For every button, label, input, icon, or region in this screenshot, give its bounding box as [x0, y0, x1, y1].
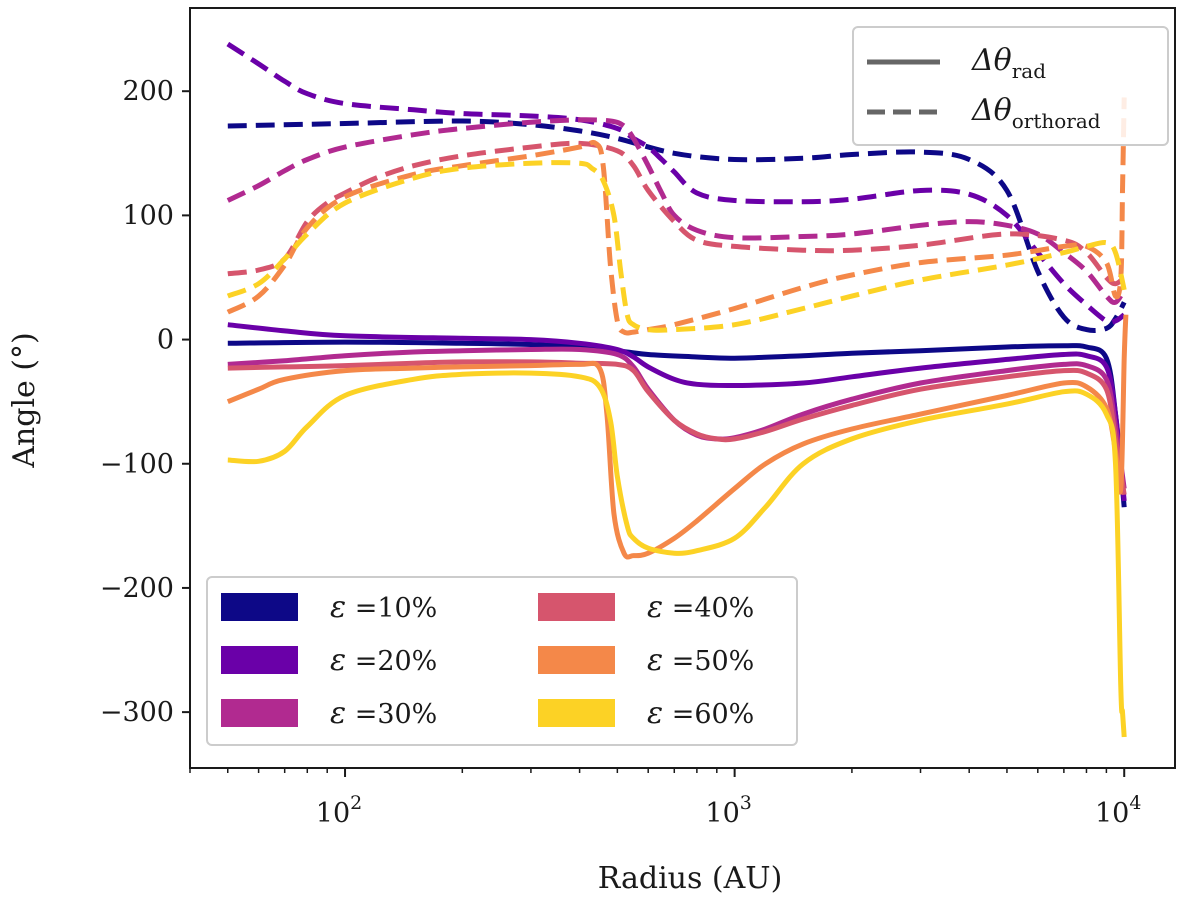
legend-label-eps60: ε =60% — [647, 696, 754, 731]
legend-label-eps50: ε =50% — [647, 643, 754, 678]
legend-label-eps30: ε =30% — [330, 696, 437, 731]
series-line — [227, 339, 1127, 508]
series-line — [227, 359, 1127, 496]
legend-swatch-eps20 — [221, 646, 298, 674]
series-line — [227, 140, 1126, 287]
plot-frame — [189, 7, 1176, 769]
color-legend-box — [206, 576, 798, 746]
y-tick-label: −300 — [100, 697, 174, 728]
series-line — [227, 370, 1127, 738]
x-tick-label: 103 — [705, 792, 751, 829]
y-tick-label: 100 — [122, 200, 174, 231]
x-axis-label: Radius (AU) — [598, 861, 783, 896]
y-tick-label: −200 — [100, 573, 174, 604]
y-tick-label: 200 — [122, 76, 174, 107]
series-line — [226, 41, 1126, 325]
legend-swatch-eps10 — [221, 593, 298, 621]
axes-layer: 200 100 0 −100 −200 −300 102 103 104 — [100, 76, 1142, 829]
legend-label-eps20: ε =20% — [330, 643, 437, 678]
y-tick-label: −100 — [100, 449, 174, 480]
style-legend-rad-label: Δθrad — [971, 43, 1046, 83]
series-line — [226, 117, 1127, 306]
series-line — [226, 314, 1129, 560]
legend-swatch-eps40 — [538, 593, 615, 621]
y-tick-label: 0 — [157, 325, 174, 356]
style-legend-box — [852, 26, 1169, 146]
series-line — [227, 118, 1127, 334]
legend-swatch-eps30 — [221, 699, 298, 727]
color-legend: ε =10% ε =20% ε =30% ε =40% ε =50% ε =60… — [206, 576, 798, 746]
series-line — [227, 322, 1127, 502]
y-axis-label: Angle (°) — [7, 332, 42, 468]
legend-swatch-eps60 — [538, 699, 615, 727]
style-legend: Δθrad Δθorthorad — [852, 26, 1169, 146]
series-line — [226, 160, 1127, 333]
series-layer — [226, 41, 1129, 738]
style-legend-orthorad-label: Δθorthorad — [971, 93, 1101, 133]
series-line — [226, 97, 1127, 336]
x-tick-label: 102 — [316, 792, 362, 829]
legend-label-eps40: ε =40% — [647, 590, 754, 625]
legend-swatch-eps50 — [538, 646, 615, 674]
legend-label-eps10: ε =10% — [330, 590, 437, 625]
x-tick-label: 104 — [1095, 792, 1141, 829]
